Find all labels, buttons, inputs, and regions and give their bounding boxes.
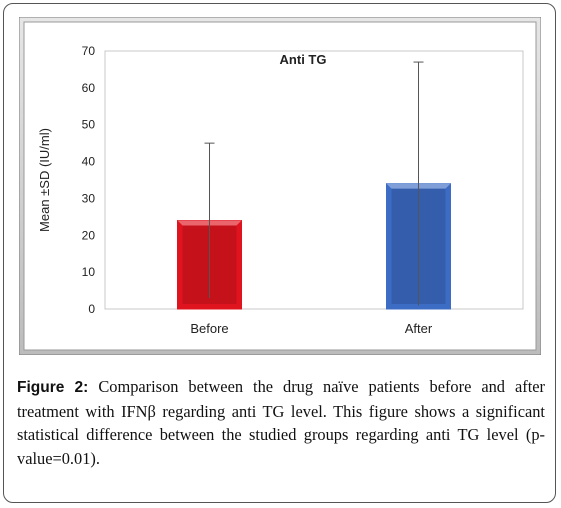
caption-lead: Figure 2: [17, 379, 89, 396]
anti-tg-bar-chart: 0 10 20 30 40 50 60 70 Before After Anti TG Mean… [19, 17, 541, 355]
plot-area [104, 50, 524, 310]
y-tick-label: 0 [88, 302, 95, 316]
caption-text: Comparison between the drug naïve patien… [17, 377, 546, 468]
chart-title: Anti TG [280, 52, 327, 67]
x-tick-label-after: After [405, 321, 433, 336]
chart-container: 0 10 20 30 40 50 60 70 Before After Anti TG Mean… [19, 17, 541, 355]
y-tick-label: 40 [82, 155, 96, 169]
y-tick-label: 50 [82, 118, 96, 132]
y-axis-label: Mean ±SD (IU/ml) [37, 128, 52, 232]
y-tick-label: 60 [82, 81, 96, 95]
y-tick-label: 20 [82, 228, 96, 242]
y-axis-ticks: 0 10 20 30 40 50 60 70 [82, 44, 96, 316]
x-tick-label-before: Before [190, 321, 228, 336]
y-tick-label: 10 [82, 265, 96, 279]
x-axis-labels: Before After [190, 321, 433, 336]
y-tick-label: 30 [82, 191, 96, 205]
bars-group [177, 61, 451, 310]
figure-caption: Figure 2: Comparison between the drug na… [17, 375, 545, 470]
y-tick-label: 70 [82, 44, 96, 58]
